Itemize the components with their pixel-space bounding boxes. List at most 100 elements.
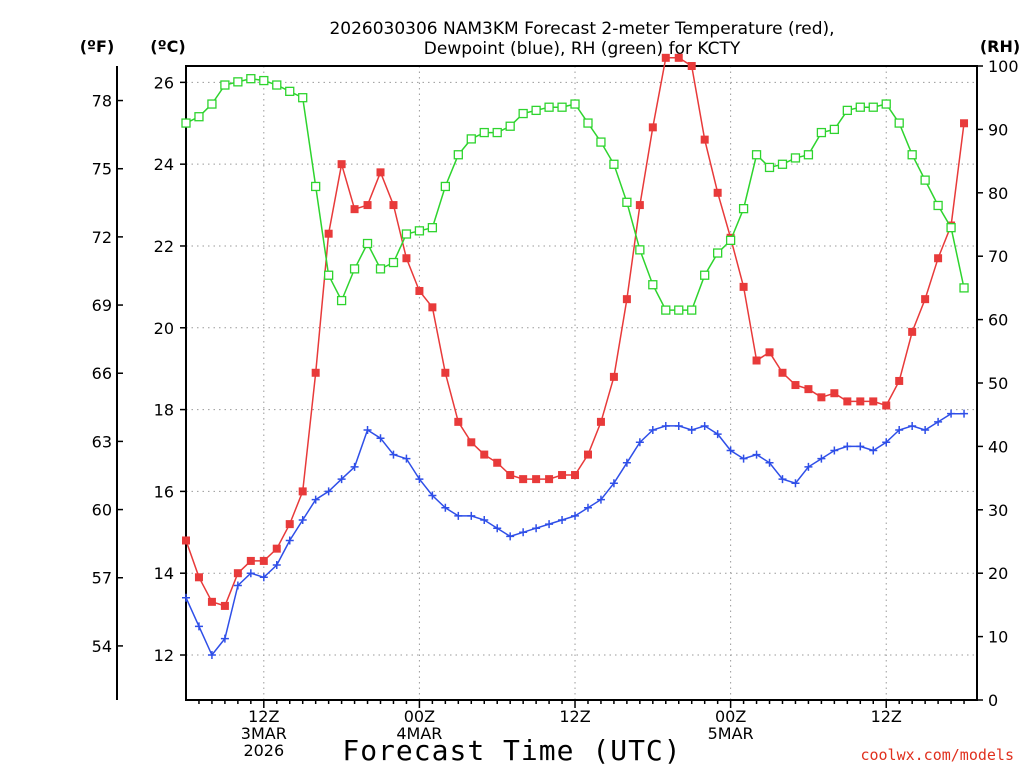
rh-point: [790, 153, 801, 163]
fahrenheit-tick-label: 66: [92, 364, 112, 383]
dewpoint-point: [882, 438, 891, 447]
rh-point: [777, 159, 788, 169]
rh-tick-label: 70: [988, 247, 1008, 266]
rh-point: [285, 86, 295, 97]
2-meter-temperature-point: [752, 356, 761, 365]
dewpoint-point: [402, 454, 411, 463]
x-tick-label: 12Z: [559, 707, 590, 726]
rh-point: [687, 305, 697, 315]
rh-tick-label: 100: [988, 57, 1019, 76]
gridlines: [186, 66, 977, 700]
dewpoint-point: [817, 454, 826, 463]
dewpoint-point: [233, 581, 242, 590]
2-meter-temperature-point: [246, 556, 255, 565]
2-meter-temperature-point: [311, 368, 320, 377]
data-series: [181, 53, 969, 660]
dewpoint-point: [778, 475, 787, 484]
dewpoint-point: [661, 421, 670, 430]
x-tick-label: 4MAR: [396, 724, 442, 743]
title-line-1: 2026030306 NAM3KM Forecast 2-meter Tempe…: [329, 19, 834, 39]
rh-point: [868, 102, 878, 112]
2-meter-temperature-point: [285, 520, 294, 529]
dewpoint-point: [869, 446, 878, 455]
dewpoint-point: [934, 417, 943, 426]
2-meter-temperature-point: [908, 327, 917, 336]
dewpoint-point: [376, 434, 385, 443]
dewpoint-point: [389, 450, 398, 459]
dewpoint-point: [908, 421, 917, 430]
2-meter-temperature-point: [648, 123, 657, 132]
dewpoint-point: [350, 462, 359, 471]
rh-tick-label: 60: [988, 311, 1008, 330]
celsius-tick-label: 14: [154, 564, 174, 583]
fahrenheit-tick-label: 63: [92, 432, 112, 451]
chart-title: 2026030306 NAM3KM Forecast 2-meter Tempe…: [329, 19, 834, 59]
2-meter-temperature-point: [545, 475, 554, 484]
x-tick-label: 12Z: [871, 707, 902, 726]
rh-point: [700, 270, 710, 280]
fahrenheit-unit-label: (ºF): [80, 37, 115, 56]
x-tick-label: 2026: [243, 741, 284, 760]
2-meter-temperature-point: [259, 556, 268, 565]
rh-point: [570, 99, 580, 109]
rh-point: [920, 175, 930, 185]
dewpoint-point: [285, 536, 294, 545]
rh-point: [933, 200, 943, 211]
x-axis-title: Forecast Time (UTC): [342, 734, 681, 767]
2-meter-temperature-point: [739, 282, 748, 291]
2-meter-temperature-point: [817, 393, 826, 402]
2-meter-temperature-point: [830, 389, 839, 398]
dewpoint-point: [739, 454, 748, 463]
dewpoint-point: [700, 421, 709, 430]
2-meter-temperature-point: [441, 368, 450, 377]
2-meter-temperature-point: [324, 229, 333, 238]
rh-point: [207, 99, 217, 109]
rh-point: [233, 77, 243, 87]
rh-point: [855, 102, 865, 112]
dewpoint-point: [752, 450, 761, 459]
rh-point: [609, 159, 619, 169]
rh-point: [453, 150, 463, 160]
x-tick-label: 5MAR: [708, 724, 754, 743]
rh-point: [881, 99, 891, 109]
rh-point: [583, 118, 593, 128]
2-meter-temperature-point: [583, 450, 592, 459]
dewpoint-point: [609, 479, 618, 488]
rh-point: [181, 118, 191, 128]
source-credit: coolwx.com/models: [860, 746, 1014, 764]
dewpoint-point: [246, 569, 255, 578]
dewpoint-point: [622, 458, 631, 467]
rh-point: [466, 134, 476, 144]
celsius-tick-label: 18: [154, 401, 174, 420]
2-meter-temperature-point: [454, 417, 463, 426]
dewpoint-point: [921, 426, 930, 435]
rh-point: [751, 150, 762, 160]
rh-point: [829, 124, 840, 135]
dewpoint-markers: [182, 409, 969, 660]
rh-tick-label: 50: [988, 374, 1008, 393]
2-meter-temperature-point: [804, 385, 813, 394]
dewpoint-point: [571, 511, 580, 520]
dewpoint-point: [583, 503, 592, 512]
2-meter-temperature-point: [609, 372, 618, 381]
2-meter-temperature-point: [220, 601, 229, 610]
rh-point: [842, 105, 852, 116]
dewpoint-point: [441, 503, 450, 512]
2-meter-temperature-point: [765, 348, 774, 357]
2-meter-temperature-point: [934, 254, 943, 263]
dewpoint-point: [311, 495, 320, 504]
rh-tick-label: 20: [988, 564, 1008, 583]
rh-point: [738, 203, 749, 214]
dewpoint-point: [726, 446, 735, 455]
dewpoint-point: [337, 475, 346, 484]
rh-tick-label: 0: [988, 691, 998, 710]
2-meter-temperature-point: [869, 397, 878, 406]
dewpoint-point: [532, 524, 541, 533]
dewpoint-point: [194, 622, 203, 631]
rh-point: [272, 80, 282, 90]
rh-point: [544, 102, 554, 112]
celsius-tick-label: 12: [154, 646, 174, 665]
celsius-tick-label: 22: [154, 237, 174, 256]
dewpoint-point: [467, 511, 476, 520]
